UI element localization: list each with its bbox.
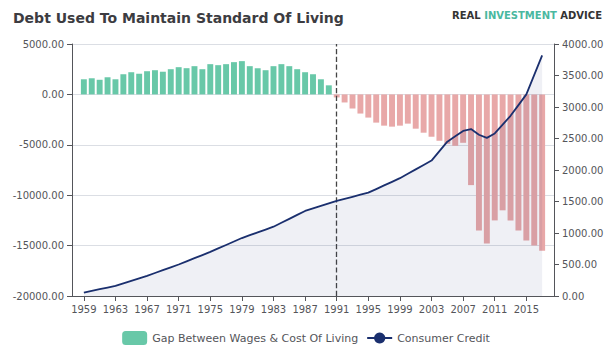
svg-text:Consumer Credit: Consumer Credit bbox=[397, 332, 490, 345]
svg-text:1959: 1959 bbox=[71, 304, 96, 315]
svg-text:1979: 1979 bbox=[229, 304, 254, 315]
svg-text:1991: 1991 bbox=[324, 304, 349, 315]
svg-text:Debt Used To Maintain Standard: Debt Used To Maintain Standard Of Living bbox=[13, 10, 344, 26]
svg-text:0.00: 0.00 bbox=[42, 89, 64, 100]
svg-text:1000.00: 1000.00 bbox=[562, 228, 603, 239]
svg-text:2007: 2007 bbox=[450, 304, 475, 315]
svg-text:2003: 2003 bbox=[419, 304, 444, 315]
svg-text:0.00: 0.00 bbox=[562, 291, 584, 302]
svg-text:1987: 1987 bbox=[292, 304, 317, 315]
svg-text:3000.00: 3000.00 bbox=[562, 102, 603, 113]
svg-text:3500.00: 3500.00 bbox=[562, 70, 603, 81]
svg-text:REAL: REAL bbox=[452, 10, 484, 21]
svg-text:5000.00: 5000.00 bbox=[23, 39, 64, 50]
svg-text:1967: 1967 bbox=[134, 304, 159, 315]
svg-text:1983: 1983 bbox=[261, 304, 286, 315]
svg-text:2015: 2015 bbox=[514, 304, 539, 315]
svg-text:1999: 1999 bbox=[387, 304, 412, 315]
svg-text:-15000.00: -15000.00 bbox=[13, 240, 64, 251]
svg-text:ADVICE: ADVICE bbox=[557, 10, 602, 21]
svg-text:1975: 1975 bbox=[198, 304, 223, 315]
svg-text:2000.00: 2000.00 bbox=[562, 165, 603, 176]
svg-text:500.00: 500.00 bbox=[562, 259, 597, 270]
svg-text:-20000.00: -20000.00 bbox=[13, 291, 64, 302]
svg-text:2011: 2011 bbox=[482, 304, 507, 315]
svg-text:-10000.00: -10000.00 bbox=[13, 190, 64, 201]
svg-text:4000.00: 4000.00 bbox=[562, 39, 603, 50]
svg-text:-5000.00: -5000.00 bbox=[19, 139, 64, 150]
svg-text:Gap Between Wages & Cost Of Li: Gap Between Wages & Cost Of Living bbox=[152, 332, 358, 345]
svg-text:1500.00: 1500.00 bbox=[562, 196, 603, 207]
svg-text:2500.00: 2500.00 bbox=[562, 133, 603, 144]
svg-text:1971: 1971 bbox=[166, 304, 191, 315]
svg-text:1995: 1995 bbox=[356, 304, 381, 315]
svg-text:INVESTMENT: INVESTMENT bbox=[484, 10, 557, 21]
svg-text:1963: 1963 bbox=[103, 304, 128, 315]
